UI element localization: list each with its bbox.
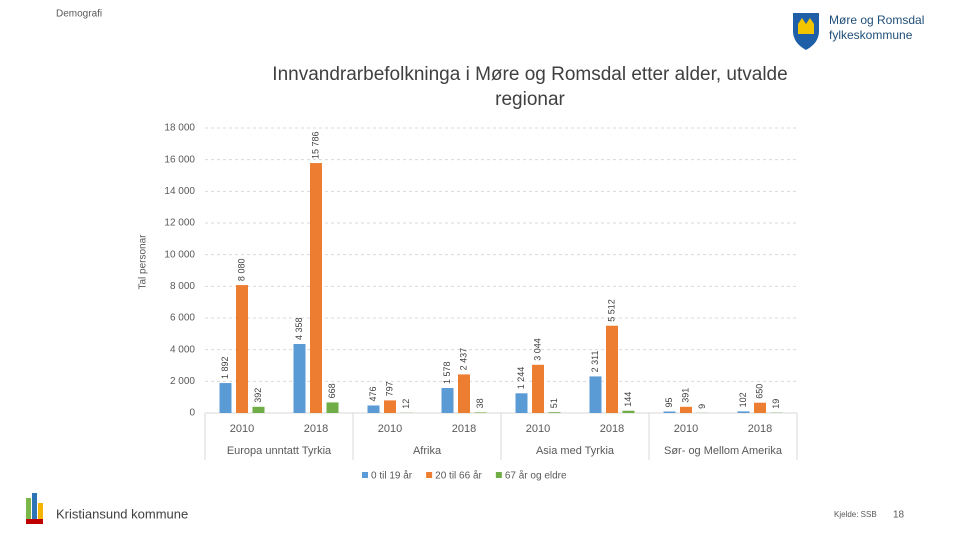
group-label: Afrika: [413, 445, 442, 457]
y-tick-label: 8 000: [170, 281, 195, 292]
bar: [458, 374, 470, 413]
legend-label: 20 til 66 år: [435, 470, 482, 482]
bar: [367, 405, 380, 413]
value-label: 144: [623, 392, 633, 407]
bar: [589, 376, 602, 413]
value-label: 5 512: [606, 299, 616, 322]
logo-text: Møre og Romsdal: [829, 13, 924, 27]
y-tick-label: 18 000: [164, 123, 195, 134]
value-label: 1 244: [516, 367, 526, 390]
value-label: 2 311: [590, 351, 600, 373]
county-logo: [793, 13, 819, 50]
value-label: 12: [401, 399, 411, 409]
section-label: Demografi: [56, 9, 102, 20]
value-label: 9: [697, 404, 707, 409]
value-label: 391: [680, 388, 690, 403]
value-label: 19: [771, 399, 781, 409]
bar: [548, 412, 561, 413]
x-tick-label: 2018: [452, 423, 476, 435]
bar: [663, 411, 676, 413]
x-tick-label: 2010: [230, 423, 254, 435]
bar: [737, 411, 750, 413]
group-label: Asia med Tyrkia: [536, 445, 615, 457]
value-label: 3 044: [532, 338, 542, 361]
value-label: 1 578: [442, 361, 452, 384]
legend-swatch: [426, 472, 433, 478]
y-tick-label: 14 000: [164, 186, 195, 197]
bar: [622, 410, 635, 413]
y-tick-label: 10 000: [164, 249, 195, 260]
bar: [384, 400, 396, 413]
value-label: 392: [253, 388, 263, 403]
x-tick-label: 2010: [378, 423, 402, 435]
group-label: Europa unntatt Tyrkia: [227, 445, 332, 457]
legend-label: 67 år og eldre: [505, 470, 567, 482]
value-label: 476: [368, 386, 378, 401]
municipality-logo: [26, 493, 43, 524]
bar: [326, 402, 339, 413]
bar: [219, 383, 232, 413]
bar: [474, 412, 487, 413]
bar: [441, 388, 454, 413]
value-label: 650: [754, 384, 764, 399]
value-label: 38: [475, 398, 485, 408]
bar: [310, 163, 322, 413]
legend-swatch: [495, 472, 502, 478]
value-label: 8 080: [236, 259, 246, 282]
legend-swatch: [362, 472, 368, 478]
bar: [754, 402, 766, 413]
bar: [236, 285, 248, 413]
x-tick-label: 2018: [600, 423, 624, 435]
y-tick-label: 12 000: [164, 218, 195, 229]
x-tick-label: 2010: [526, 423, 550, 435]
footer-municipality: Kristiansund kommune: [56, 506, 188, 521]
y-axis-title: Tal personar: [138, 234, 149, 290]
y-tick-label: 6 000: [170, 313, 195, 324]
legend-label: 0 til 19 år: [371, 470, 413, 482]
page-number: 18: [893, 510, 905, 521]
value-label: 4 358: [294, 317, 304, 340]
chart-title: Innvandrarbefolkninga i Møre og Romsdal …: [272, 64, 788, 110]
value-label: 51: [549, 398, 559, 408]
value-label: 797: [384, 381, 394, 396]
value-label: 95: [664, 397, 674, 407]
bar: [515, 393, 528, 413]
bar: [293, 343, 306, 413]
y-tick-label: 2 000: [170, 376, 195, 387]
value-label: 102: [738, 392, 748, 407]
y-tick-label: 0: [189, 408, 195, 419]
value-label: 668: [327, 383, 337, 398]
x-tick-label: 2010: [674, 423, 698, 435]
bar: [252, 406, 265, 413]
source: Kjelde: SSB: [834, 510, 877, 519]
y-tick-label: 4 000: [170, 344, 195, 355]
y-tick-label: 16 000: [164, 154, 195, 165]
x-tick-label: 2018: [748, 423, 772, 435]
bar: [532, 364, 544, 413]
bar: [680, 406, 692, 413]
bar: [606, 325, 618, 413]
value-label: 15 786: [310, 132, 320, 160]
x-tick-label: 2018: [304, 423, 328, 435]
group-label: Sør- og Mellom Amerika: [664, 445, 783, 457]
value-label: 2 437: [458, 348, 468, 371]
value-label: 1 892: [220, 357, 230, 380]
logo-text: fylkeskommune: [829, 28, 913, 42]
